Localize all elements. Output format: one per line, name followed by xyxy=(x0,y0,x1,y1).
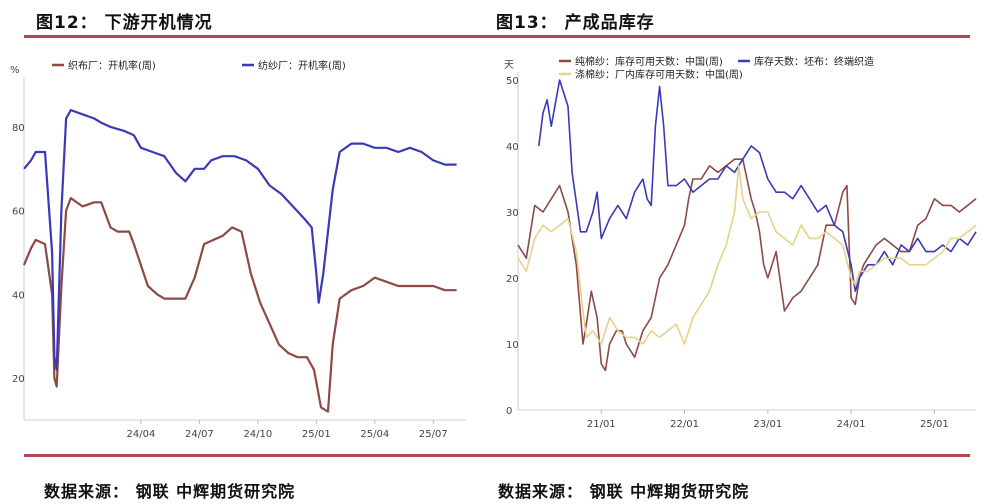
x-tick-label: 24/10 xyxy=(243,429,272,440)
top-rule xyxy=(24,35,970,38)
right-figure-title: 图13： 产成品库存 xyxy=(496,13,655,33)
legend-label-2: 库存天数：坯布：终端织造 xyxy=(754,55,874,68)
legend-label-2: 纺纱厂：开机率(周) xyxy=(258,59,346,72)
left-source-note: 数据来源： 钢联 中辉期货研究院 xyxy=(44,482,296,501)
y-tick-label: 20 xyxy=(506,274,519,285)
x-tick-label: 21/01 xyxy=(587,419,616,430)
series-line-2 xyxy=(538,79,977,292)
legend-label-1: 织布厂：开机率(周) xyxy=(68,59,156,72)
y-tick-label: 50 xyxy=(506,76,519,87)
x-tick-label: 25/01 xyxy=(302,429,331,440)
bottom-rule xyxy=(24,454,970,457)
y-tick-label: 40 xyxy=(506,142,519,153)
y-tick-label: 60 xyxy=(12,207,25,218)
y-tick-label: 20 xyxy=(12,374,25,385)
y-axis-unit-label: 天 xyxy=(504,60,514,71)
series-line-2 xyxy=(23,109,457,371)
series-line-3 xyxy=(517,165,977,345)
y-tick-label: 80 xyxy=(12,123,25,134)
x-tick-label: 24/04 xyxy=(127,429,156,440)
x-tick-label: 25/01 xyxy=(920,419,949,430)
y-tick-label: 40 xyxy=(12,290,25,301)
series-line-1 xyxy=(517,158,977,372)
x-tick-label: 25/04 xyxy=(360,429,389,440)
legend-label-3: 涤棉纱：厂内库存可用天数：中国(周) xyxy=(575,68,743,81)
x-tick-label: 25/07 xyxy=(419,429,448,440)
x-tick-label: 22/01 xyxy=(670,419,699,430)
y-tick-label: 0 xyxy=(506,406,512,417)
y-tick-label: 30 xyxy=(506,208,519,219)
series-line-1 xyxy=(22,197,457,413)
y-tick-label: 10 xyxy=(506,340,519,351)
legend-label-1: 纯棉纱：库存可用天数：中国(周) xyxy=(575,55,723,68)
x-tick-label: 24/01 xyxy=(837,419,866,430)
x-tick-label: 23/01 xyxy=(753,419,782,430)
x-tick-label: 24/07 xyxy=(185,429,214,440)
right-source-note: 数据来源： 钢联 中辉期货研究院 xyxy=(498,482,750,501)
y-axis-unit-label: % xyxy=(10,65,20,76)
left-figure-title: 图12： 下游开机情况 xyxy=(36,13,213,33)
